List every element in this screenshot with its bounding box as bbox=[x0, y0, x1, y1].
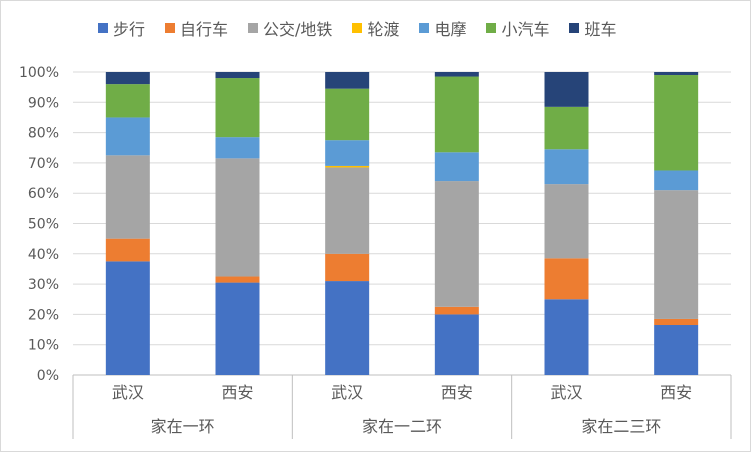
legend-swatch bbox=[98, 23, 108, 33]
bar-segment bbox=[215, 137, 260, 159]
bar-segment bbox=[215, 276, 260, 283]
bar-segment bbox=[544, 299, 589, 375]
legend: 步行 自行车 公交/地铁 轮渡 电摩 小汽车 班车 bbox=[98, 15, 698, 41]
legend-swatch bbox=[569, 23, 580, 33]
legend-item: 轮渡 bbox=[352, 16, 399, 40]
bar-segment bbox=[544, 258, 589, 300]
y-tick-label: 90% bbox=[28, 95, 59, 111]
x-tick-label: 武汉 bbox=[550, 383, 582, 402]
bar-segment bbox=[434, 306, 479, 315]
x-tick-label: 西安 bbox=[660, 383, 692, 402]
group-label: 家在二三环 bbox=[581, 417, 661, 436]
bar-segment bbox=[215, 282, 260, 375]
bar-segment bbox=[105, 155, 150, 239]
bar-segment bbox=[434, 76, 479, 153]
bar-segment bbox=[325, 72, 370, 89]
bar-segment bbox=[544, 106, 589, 150]
bar-segment bbox=[434, 181, 479, 307]
legend-swatch bbox=[248, 23, 259, 33]
bar-segment bbox=[544, 184, 589, 259]
legend-item: 小汽车 bbox=[486, 16, 549, 40]
bar-segment bbox=[105, 117, 150, 156]
bar-segment bbox=[325, 167, 370, 254]
bar-segment bbox=[325, 281, 370, 375]
bar-segment bbox=[434, 314, 479, 375]
group-label: 家在一环 bbox=[151, 417, 215, 436]
y-tick-label: 100% bbox=[19, 65, 59, 81]
bar-segment bbox=[544, 149, 589, 185]
legend-item: 自行车 bbox=[165, 16, 228, 40]
legend-swatch bbox=[419, 23, 430, 33]
x-tick-label: 武汉 bbox=[331, 383, 363, 402]
x-tick-label: 西安 bbox=[221, 383, 253, 402]
bar-segment bbox=[215, 158, 260, 277]
legend-swatch bbox=[165, 23, 176, 33]
bar-segment bbox=[654, 190, 699, 319]
legend-item: 步行 bbox=[98, 16, 145, 40]
legend-label: 小汽车 bbox=[501, 20, 550, 39]
legend-item: 电摩 bbox=[419, 16, 466, 40]
x-tick-label: 武汉 bbox=[112, 383, 144, 402]
legend-label: 轮渡 bbox=[367, 20, 400, 39]
bar-segment bbox=[434, 152, 479, 182]
x-tick-label: 西安 bbox=[441, 383, 473, 402]
bar-segment bbox=[215, 78, 260, 138]
y-tick-label: 50% bbox=[28, 217, 59, 233]
legend-item: 公交/地铁 bbox=[248, 16, 332, 40]
legend-swatch bbox=[486, 23, 497, 33]
y-tick-label: 60% bbox=[28, 186, 59, 202]
y-tick-label: 80% bbox=[28, 126, 59, 142]
y-tick-label: 10% bbox=[28, 338, 59, 354]
y-tick-label: 20% bbox=[28, 307, 59, 323]
bar-segment bbox=[325, 165, 370, 168]
legend-swatch bbox=[352, 23, 363, 33]
legend-label: 公交/地铁 bbox=[263, 20, 333, 39]
bar-segment bbox=[654, 170, 699, 191]
bar-segment bbox=[325, 88, 370, 141]
bar-segment bbox=[654, 318, 699, 326]
y-tick-label: 0% bbox=[37, 368, 59, 384]
group-label: 家在一二环 bbox=[362, 417, 442, 436]
bar-segment bbox=[654, 325, 699, 375]
legend-label: 步行 bbox=[113, 20, 146, 39]
bar-segment bbox=[654, 72, 699, 76]
legend-item: 班车 bbox=[569, 16, 617, 40]
bar-segment bbox=[325, 140, 370, 166]
bar-segment bbox=[105, 84, 150, 118]
y-tick-label: 30% bbox=[28, 277, 59, 293]
y-tick-label: 70% bbox=[28, 156, 59, 172]
bar-segment bbox=[105, 238, 150, 262]
legend-label: 班车 bbox=[584, 20, 617, 39]
bar-segment bbox=[654, 75, 699, 171]
bar-segment bbox=[105, 72, 150, 85]
y-tick-label: 40% bbox=[28, 247, 59, 263]
legend-label: 自行车 bbox=[180, 20, 229, 39]
bar-segment bbox=[325, 253, 370, 282]
legend-label: 电摩 bbox=[434, 20, 467, 39]
bar-segment bbox=[105, 261, 150, 375]
bar-segment bbox=[215, 72, 260, 79]
bar-segment bbox=[544, 72, 589, 107]
bar-segment bbox=[434, 72, 479, 77]
